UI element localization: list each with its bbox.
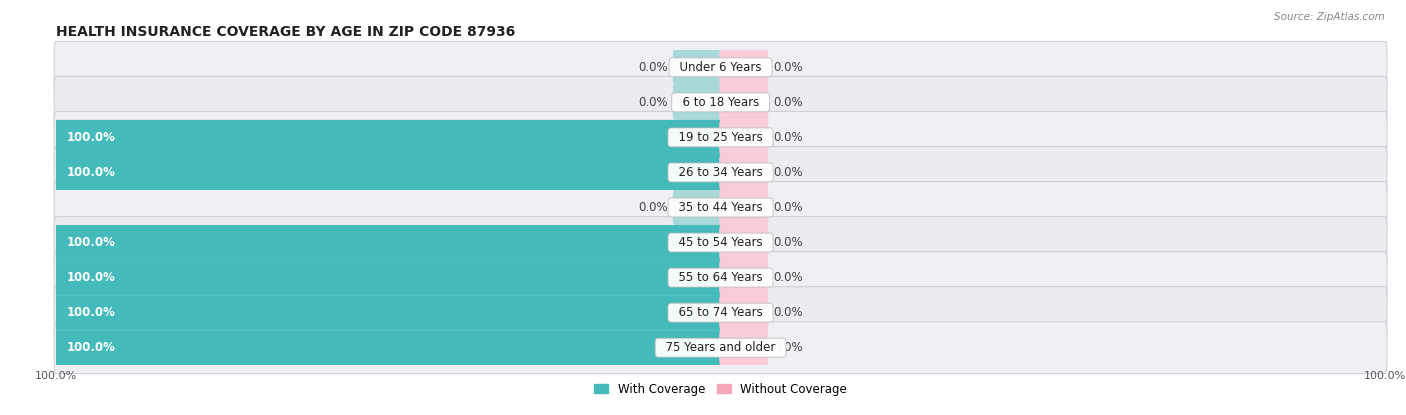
Text: HEALTH INSURANCE COVERAGE BY AGE IN ZIP CODE 87936: HEALTH INSURANCE COVERAGE BY AGE IN ZIP … [56, 25, 516, 39]
FancyBboxPatch shape [720, 155, 769, 190]
FancyBboxPatch shape [55, 182, 1386, 233]
Text: 19 to 25 Years: 19 to 25 Years [671, 131, 770, 144]
FancyBboxPatch shape [720, 120, 769, 155]
FancyBboxPatch shape [55, 76, 1386, 128]
Text: 0.0%: 0.0% [773, 201, 803, 214]
Text: 75 Years and older: 75 Years and older [658, 341, 783, 354]
Text: 0.0%: 0.0% [773, 236, 803, 249]
Text: 0.0%: 0.0% [773, 131, 803, 144]
FancyBboxPatch shape [720, 330, 769, 365]
Text: 65 to 74 Years: 65 to 74 Years [671, 306, 770, 319]
FancyBboxPatch shape [55, 322, 1386, 374]
Text: Under 6 Years: Under 6 Years [672, 61, 769, 74]
FancyBboxPatch shape [720, 295, 769, 330]
FancyBboxPatch shape [55, 260, 721, 295]
FancyBboxPatch shape [672, 85, 721, 120]
Text: 0.0%: 0.0% [773, 271, 803, 284]
FancyBboxPatch shape [672, 190, 721, 225]
FancyBboxPatch shape [55, 120, 721, 155]
FancyBboxPatch shape [55, 225, 721, 260]
Text: 45 to 54 Years: 45 to 54 Years [671, 236, 770, 249]
Text: 100.0%: 100.0% [66, 166, 115, 179]
FancyBboxPatch shape [720, 260, 769, 295]
FancyBboxPatch shape [55, 295, 721, 330]
FancyBboxPatch shape [55, 251, 1386, 303]
Text: 26 to 34 Years: 26 to 34 Years [671, 166, 770, 179]
FancyBboxPatch shape [55, 217, 1386, 269]
Text: 0.0%: 0.0% [773, 96, 803, 109]
Text: 100.0%: 100.0% [66, 271, 115, 284]
Text: 100.0%: 100.0% [66, 306, 115, 319]
Text: 55 to 64 Years: 55 to 64 Years [671, 271, 770, 284]
FancyBboxPatch shape [720, 50, 769, 85]
Text: 0.0%: 0.0% [638, 61, 668, 74]
FancyBboxPatch shape [672, 50, 721, 85]
FancyBboxPatch shape [55, 287, 1386, 339]
FancyBboxPatch shape [55, 146, 1386, 198]
Text: 0.0%: 0.0% [773, 341, 803, 354]
Text: 0.0%: 0.0% [638, 96, 668, 109]
Text: 0.0%: 0.0% [773, 61, 803, 74]
FancyBboxPatch shape [55, 112, 1386, 164]
Text: 0.0%: 0.0% [773, 166, 803, 179]
FancyBboxPatch shape [720, 225, 769, 260]
Text: 100.0%: 100.0% [66, 131, 115, 144]
Legend: With Coverage, Without Coverage: With Coverage, Without Coverage [589, 378, 852, 400]
Text: 35 to 44 Years: 35 to 44 Years [671, 201, 770, 214]
Text: 100.0%: 100.0% [66, 341, 115, 354]
Text: 0.0%: 0.0% [773, 306, 803, 319]
Text: 6 to 18 Years: 6 to 18 Years [675, 96, 766, 109]
FancyBboxPatch shape [55, 42, 1386, 93]
Text: 100.0%: 100.0% [66, 236, 115, 249]
Text: Source: ZipAtlas.com: Source: ZipAtlas.com [1274, 12, 1385, 22]
FancyBboxPatch shape [720, 190, 769, 225]
FancyBboxPatch shape [720, 85, 769, 120]
Text: 0.0%: 0.0% [638, 201, 668, 214]
FancyBboxPatch shape [55, 155, 721, 190]
FancyBboxPatch shape [55, 330, 721, 365]
